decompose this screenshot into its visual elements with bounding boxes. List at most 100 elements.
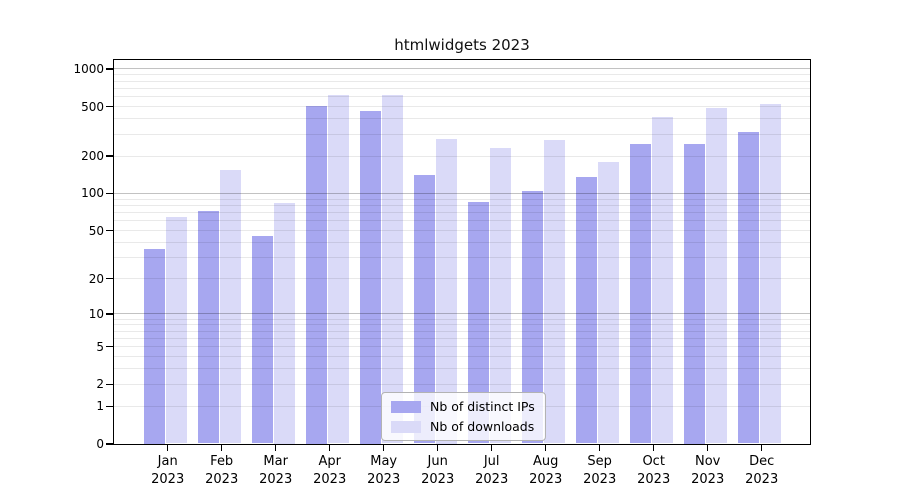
gridline-minor [113,241,810,243]
y-tick [106,229,114,232]
x-tick-year: 2023 [259,471,293,487]
bar-downloads-feb [219,170,241,444]
gridline-minor [113,230,810,232]
y-tick [106,345,114,348]
bar-ips-apr [305,106,327,444]
bar-downloads-oct [651,116,673,444]
gridline-minor [113,318,810,320]
x-tick-month: Jan [157,454,178,469]
x-tick [490,445,493,451]
gridline-minor [113,96,810,98]
bar-ips-jan [143,249,165,444]
y-tick-label: 200 [81,149,104,164]
x-tick-month: Jul [483,454,500,469]
x-tick [760,445,763,451]
bar-ips-feb [197,211,219,444]
gridline-minor [113,80,810,82]
gridline-major [113,313,810,315]
gridline-minor [113,337,810,339]
x-tick-year: 2023 [313,471,347,487]
x-tick-label: Nov 2023 [676,453,740,488]
y-tick-label: 1 [96,399,104,414]
x-tick-year: 2023 [151,471,185,487]
legend-label-downloads: Nb of downloads [430,419,535,434]
legend: Nb of distinct IPs Nb of downloads [381,392,546,441]
gridline-minor [113,356,810,358]
legend-swatch-distinct-ips [391,400,421,413]
gridline-minor [113,330,810,332]
gridline-minor [113,74,810,76]
y-tick-label: 500 [81,99,104,114]
y-tick [106,405,114,408]
gridline-minor [113,278,810,280]
y-tick [106,192,114,195]
x-tick-year: 2023 [637,471,671,487]
x-tick-month: Dec [749,454,775,469]
x-tick-month: Feb [210,454,234,469]
x-tick-month: Apr [318,454,341,469]
y-tick [106,105,114,108]
x-tick-label: Apr 2023 [298,453,362,488]
y-tick-label: 0 [96,437,104,451]
x-tick [544,445,547,451]
x-tick [706,445,709,451]
x-tick-label: Jul 2023 [460,453,524,488]
x-tick-label: Jun 2023 [406,453,470,488]
gridline-minor [113,204,810,206]
bar-downloads-jan [165,216,187,444]
x-tick [220,445,223,451]
gridline-major [113,193,810,194]
x-tick-month: May [370,454,398,469]
legend-entry-downloads: Nb of downloads [391,418,535,435]
x-tick [274,445,277,451]
x-tick-month: Mar [263,454,288,469]
gridline-minor [113,118,810,120]
bar-downloads-sep [597,161,619,444]
x-tick-year: 2023 [529,471,563,487]
y-tick-label: 20 [88,271,104,286]
x-tick-year: 2023 [421,471,455,487]
y-tick-label: 1000 [73,61,104,76]
x-tick-year: 2023 [583,471,617,487]
x-tick-label: Sep 2023 [568,453,632,488]
plot-area [112,58,811,445]
y-tick-label: 100 [81,186,104,201]
legend-swatch-downloads [391,420,421,433]
bar-ips-oct [629,144,651,444]
bar-ips-sep [575,176,597,444]
x-tick-month: Oct [642,454,665,469]
bar-downloads-dec [759,104,781,444]
x-tick [166,445,169,451]
y-tick [106,68,114,70]
gridline-minor [113,212,810,214]
x-tick-year: 2023 [367,471,401,487]
legend-entry-distinct-ips: Nb of distinct IPs [391,398,535,415]
x-tick-month: Sep [587,454,612,469]
x-tick-label: Mar 2023 [244,453,308,488]
x-tick-year: 2023 [745,471,779,487]
y-tick-label: 10 [88,306,104,321]
x-tick [328,445,331,451]
gridline-minor [113,383,810,385]
gridline-minor [113,220,810,222]
y-tick [106,313,114,315]
gridline-minor [113,155,810,157]
x-tick-label: Dec 2023 [730,453,794,488]
x-tick-year: 2023 [205,471,239,487]
bar-downloads-apr [327,94,349,444]
gridline-minor [113,106,810,107]
bar-downloads-aug [543,140,565,444]
bars-layer [114,60,810,444]
gridline-minor [113,346,810,348]
x-tick [598,445,601,451]
x-tick [652,445,655,451]
x-tick-label: Feb 2023 [190,453,254,488]
y-tick-label: 50 [88,223,104,238]
gridlines-layer [113,60,810,444]
y-tick [106,155,114,157]
gridline-minor [113,133,810,135]
y-tick [106,443,114,445]
y-tick-label: 5 [96,339,104,354]
chart-title: htmlwidgets 2023 [394,36,530,54]
